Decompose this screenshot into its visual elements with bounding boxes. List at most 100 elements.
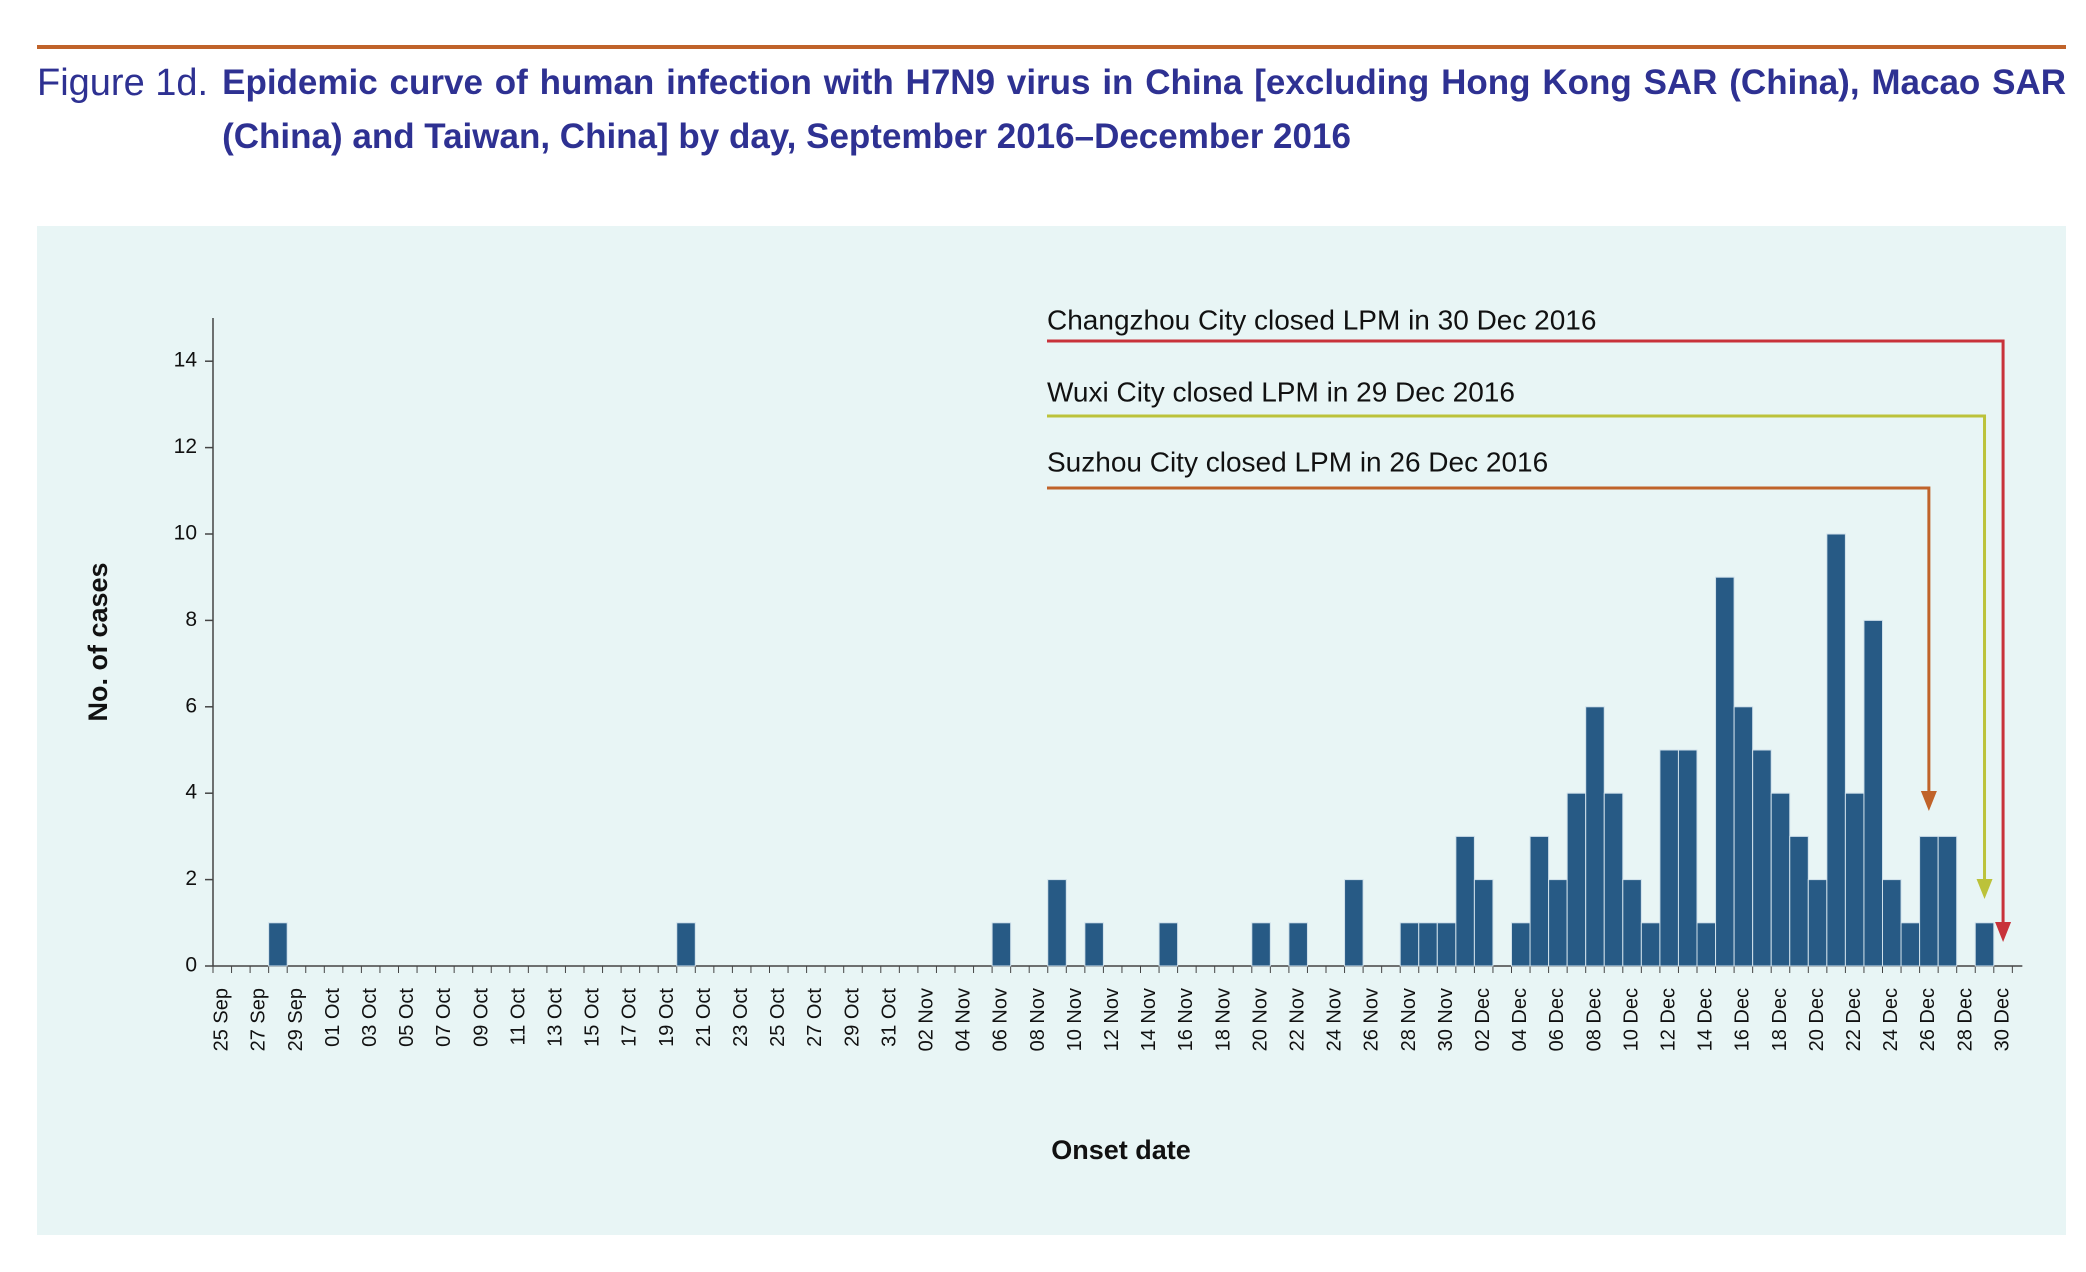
- x-tick-label: 10 Dec: [1620, 988, 1642, 1051]
- bar: [1677, 749, 1698, 967]
- bar: [1529, 835, 1550, 967]
- y-tick-label: 4: [185, 781, 197, 804]
- x-tick-label: 14 Nov: [1138, 988, 1160, 1051]
- bar: [1511, 922, 1531, 967]
- x-tick-label: 03 Oct: [359, 988, 381, 1047]
- x-tick-label: 06 Dec: [1546, 988, 1568, 1051]
- bar: [1566, 792, 1587, 967]
- bar: [1603, 792, 1624, 967]
- x-tick-label: 22 Nov: [1286, 988, 1308, 1051]
- bar: [1974, 922, 1995, 967]
- annotation-text: Suzhou City closed LPM in 26 Dec 2016: [1047, 446, 1548, 477]
- bar: [1900, 922, 1921, 967]
- annotation-text: Wuxi City closed LPM in 29 Dec 2016: [1047, 376, 1515, 407]
- top-rule: [37, 45, 2066, 49]
- x-tick-label: 22 Dec: [1843, 988, 1865, 1051]
- x-tick-label: 01 Oct: [322, 988, 344, 1047]
- bar: [1752, 749, 1772, 967]
- bar: [1863, 619, 1883, 967]
- x-tick-label: 19 Oct: [656, 988, 678, 1047]
- bar: [1047, 879, 1067, 967]
- x-tick-label: 11 Oct: [507, 988, 529, 1046]
- y-tick-label: 0: [185, 954, 197, 977]
- x-tick-label: 26 Dec: [1917, 988, 1939, 1051]
- annotation-text: Changzhou City closed LPM in 30 Dec 2016: [1047, 304, 1596, 335]
- bar: [1789, 835, 1809, 967]
- y-tick-label: 6: [185, 694, 197, 717]
- x-tick-label: 30 Dec: [1991, 988, 2013, 1051]
- bar: [676, 922, 696, 967]
- annotation-arrow: [1047, 339, 2005, 926]
- x-tick-label: 24 Dec: [1880, 988, 1902, 1051]
- bar: [1826, 533, 1846, 967]
- x-tick-label: 07 Oct: [433, 988, 455, 1047]
- x-tick-label: 29 Sep: [285, 988, 307, 1051]
- y-tick-label: 2: [185, 867, 197, 890]
- y-axis-title: No. of cases: [83, 562, 113, 721]
- x-tick-label: 15 Oct: [582, 988, 604, 1047]
- bar: [1344, 879, 1364, 967]
- x-tick-label: 04 Dec: [1509, 988, 1531, 1051]
- x-tick-label: 09 Oct: [470, 988, 492, 1047]
- bar: [1882, 879, 1902, 967]
- x-tick-label: 28 Nov: [1398, 988, 1420, 1051]
- bar: [1455, 835, 1475, 967]
- x-tick-label: 10 Nov: [1064, 988, 1086, 1051]
- bar: [1473, 879, 1494, 967]
- x-tick-label: 25 Sep: [211, 988, 233, 1051]
- bar: [1715, 576, 1735, 967]
- bar: [1548, 879, 1568, 967]
- x-tick-label: 27 Oct: [804, 988, 826, 1047]
- bar: [1807, 879, 1828, 967]
- bar: [1659, 749, 1679, 967]
- y-tick-label: 14: [174, 349, 198, 372]
- x-tick-label: 30 Nov: [1435, 988, 1457, 1051]
- arrow-head: [1995, 922, 2012, 942]
- bar: [1937, 835, 1958, 967]
- bar: [1770, 792, 1791, 967]
- x-tick-label: 08 Dec: [1583, 988, 1605, 1051]
- x-tick-label: 31 Oct: [878, 988, 900, 1047]
- x-tick-label: 21 Oct: [693, 988, 715, 1047]
- y-tick-label: 8: [185, 608, 197, 631]
- bar: [1585, 706, 1605, 967]
- x-tick-label: 29 Oct: [841, 988, 863, 1047]
- bar: [1084, 922, 1104, 967]
- x-tick-label: 24 Nov: [1324, 988, 1346, 1051]
- bar: [991, 922, 1012, 967]
- x-tick-label: 06 Nov: [990, 988, 1012, 1051]
- chart-title: Epidemic curve of human infection with H…: [222, 63, 2066, 156]
- bar: [1436, 922, 1457, 967]
- x-tick-label: 28 Dec: [1954, 988, 1976, 1051]
- bar: [1640, 922, 1661, 967]
- arrow-head: [1920, 791, 1937, 811]
- x-tick-label: 12 Dec: [1657, 988, 1679, 1051]
- bar: [1158, 922, 1179, 967]
- y-tick-label: 12: [174, 435, 197, 458]
- bar: [1399, 922, 1420, 967]
- x-tick-label: 27 Sep: [248, 988, 270, 1051]
- bar: [268, 922, 288, 967]
- x-tick-label: 05 Oct: [396, 988, 418, 1047]
- x-tick-label: 20 Nov: [1249, 988, 1271, 1051]
- x-tick-label: 16 Dec: [1732, 988, 1754, 1051]
- figure-label: Figure 1d.: [37, 62, 209, 104]
- bar: [1251, 922, 1271, 967]
- header: Figure 1d. Epidemic curve of human infec…: [37, 62, 2066, 164]
- bar: [1418, 922, 1438, 967]
- x-tick-label: 20 Dec: [1806, 988, 1828, 1051]
- x-axis-title: Onset date: [1051, 1135, 1191, 1165]
- x-tick-label: 26 Nov: [1361, 988, 1383, 1051]
- x-tick-label: 25 Oct: [767, 988, 789, 1047]
- x-tick-label: 16 Nov: [1175, 988, 1197, 1051]
- x-tick-label: 08 Nov: [1027, 988, 1049, 1051]
- x-tick-label: 17 Oct: [619, 988, 641, 1047]
- bar: [1622, 879, 1642, 967]
- x-tick-label: 04 Nov: [953, 988, 975, 1051]
- bar: [1919, 835, 1939, 967]
- annotation-arrow: [1047, 486, 1931, 795]
- annotation-arrow: [1047, 414, 1987, 883]
- y-tick-label: 10: [174, 522, 197, 545]
